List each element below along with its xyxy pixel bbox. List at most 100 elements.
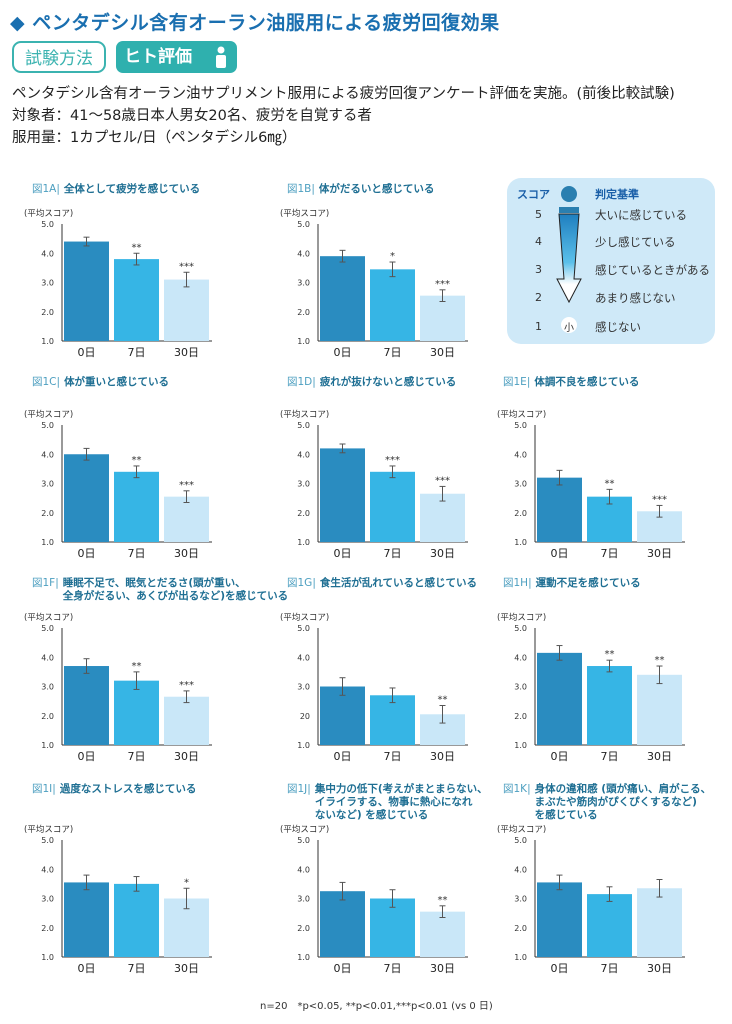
y-tick-label: 5.0 [297,421,310,430]
y-tick-label: 1.0 [41,337,54,346]
legend-text: 大いに感じている [595,208,687,222]
chart-title: 図1B| 体がだるいと感じている [287,183,434,196]
y-axis-label: (平均スコア) [497,410,547,420]
bar-2 [164,279,209,341]
chart-title: 図1C| 体が重いと感じている [32,376,169,389]
y-tick-label: 1.0 [514,538,527,547]
y-tick-label: 1.0 [41,953,54,962]
y-tick-label: 5.0 [41,624,54,633]
y-tick-label: 2.0 [41,712,54,721]
bar-0 [537,652,582,745]
figure-label: 図1H| [503,577,532,589]
chart-title: 図1K| 身体の違和感 (頭が痛い、肩がこる、 まぶたや筋肉がぴくぴくするなど) … [503,783,711,822]
chart-title: 図1G| 食生活が乱れていると感じている [287,577,477,590]
significance-mark: ** [438,895,448,906]
bar-0 [537,882,582,957]
significance-mark: *** [652,494,667,505]
bar-1 [370,898,415,957]
y-tick-label: 1.0 [514,741,527,750]
chart-title-text: 全体として疲労を感じている [63,183,201,195]
person-icon [216,46,226,68]
legend-text: 少し感じている [595,235,676,249]
human-evaluation-badge: ヒト評価 [116,41,237,73]
y-axis-label: (平均スコア) [24,825,74,835]
chart-title-text: 運動不足を感じている [535,577,641,589]
y-axis-label: (平均スコア) [24,410,74,420]
y-tick-label: 2.0 [514,509,527,518]
chart-title: 図1E| 体調不良を感じている [503,376,639,389]
bar-1 [370,471,415,542]
y-tick-label: 2.0 [297,509,310,518]
bar-plot: 5.0 4.0 3.0 2.0 1.0 0日 ** 7日 *** 30日 [514,421,685,560]
y-tick-label: 5.0 [41,220,54,229]
figure-label: 図1F| [32,577,59,589]
figure-label: 図1I| [32,783,56,795]
x-tick-label: 30日 [647,547,672,560]
bar-2 [637,888,682,957]
y-tick-label: 20 [300,712,310,721]
dosage-line: 服用量：1カプセル/日（ペンタデシル6㎎） [12,130,297,146]
bar-1 [114,883,159,957]
bar-0 [64,454,109,542]
y-tick-label: 3.0 [297,480,310,489]
y-tick-label: 4.0 [297,450,310,459]
y-tick-label: 1.0 [514,953,527,962]
y-tick-label: 4.0 [514,653,527,662]
x-tick-label: 7日 [128,346,146,359]
human-evaluation-label: ヒト評価 [124,47,192,67]
x-tick-label: 0日 [334,962,352,975]
x-tick-label: 7日 [128,750,146,763]
y-tick-label: 3.0 [297,895,310,904]
chart-title-text: 過度なストレスを感じている [59,783,197,795]
significance-mark: ** [132,242,142,253]
significance-mark: *** [435,279,450,290]
bar-0 [320,686,365,745]
bar-0 [64,241,109,341]
y-axis-label: (平均スコア) [280,613,330,623]
figure-label: 図1K| [503,783,531,795]
y-tick-label: 3.0 [514,683,527,692]
significance-mark: ** [438,695,448,706]
bar-plot: 5.0 4.0 3.0 2.0 1.0 0日 7日 30日 [514,836,685,975]
legend-score: 3 [535,263,542,276]
legend-score: 1 [535,320,542,333]
significance-mark: * [390,251,395,262]
x-tick-label: 30日 [174,547,199,560]
x-tick-label: 30日 [430,547,455,560]
chart-title-text: 集中力の低下(考えがまとまらない、 イライラする、物事に熱心になれ ないなど) … [314,783,488,821]
bar-plot: 5.0 4.0 3.0 2.0 1.0 0日 7日 ** 30日 [297,836,468,975]
x-tick-label: 30日 [430,750,455,763]
x-tick-label: 30日 [430,962,455,975]
chart-title-text: 睡眠不足で、眠気とだるさ(頭が重い、 全身がだるい、あくびが出るなど)を感じてい… [62,577,289,602]
bar-1 [587,894,632,957]
chart-title: 図1F| 睡眠不足で、眠気とだるさ(頭が重い、 全身がだるい、あくびが出るなど)を… [32,577,288,603]
y-tick-label: 4.0 [41,653,54,662]
y-tick-label: 1.0 [41,538,54,547]
chart-title: 図1H| 運動不足を感じている [503,577,641,590]
x-tick-label: 30日 [647,750,672,763]
page-title: ◆ ペンタデシル含有オーラン油服用による疲労回復効果 [10,12,500,34]
significance-mark: ** [605,478,615,489]
bar-1 [114,259,159,341]
legend-score: 5 [535,208,542,221]
y-tick-label: 4.0 [41,450,54,459]
figure-label: 図1J| [287,783,311,795]
bar-plot: 5.0 4.0 3.0 20 1.0 0日 7日 ** 30日 [297,624,468,763]
y-axis-label: (平均スコア) [280,825,330,835]
legend-score-header: スコア [517,188,550,201]
y-tick-label: 4.0 [297,249,310,258]
significance-mark: *** [179,480,194,491]
test-method-badge: 試験方法 [12,41,106,73]
chart-title-text: 疲れが抜けないと感じている [319,376,457,388]
y-tick-label: 2.0 [297,924,310,933]
bar-plot: 5.0 4.0 3.0 2.0 1.0 0日 * 7日 *** 30日 [297,220,468,359]
bar-0 [320,448,365,542]
significance-mark: ** [605,649,615,660]
y-tick-label: 2.0 [514,712,527,721]
bar-2 [637,674,682,745]
y-axis-label: (平均スコア) [24,613,74,623]
legend-score: 2 [535,291,542,304]
significance-mark: ** [655,655,665,666]
chart-title-text: 体がだるいと感じている [318,183,435,195]
